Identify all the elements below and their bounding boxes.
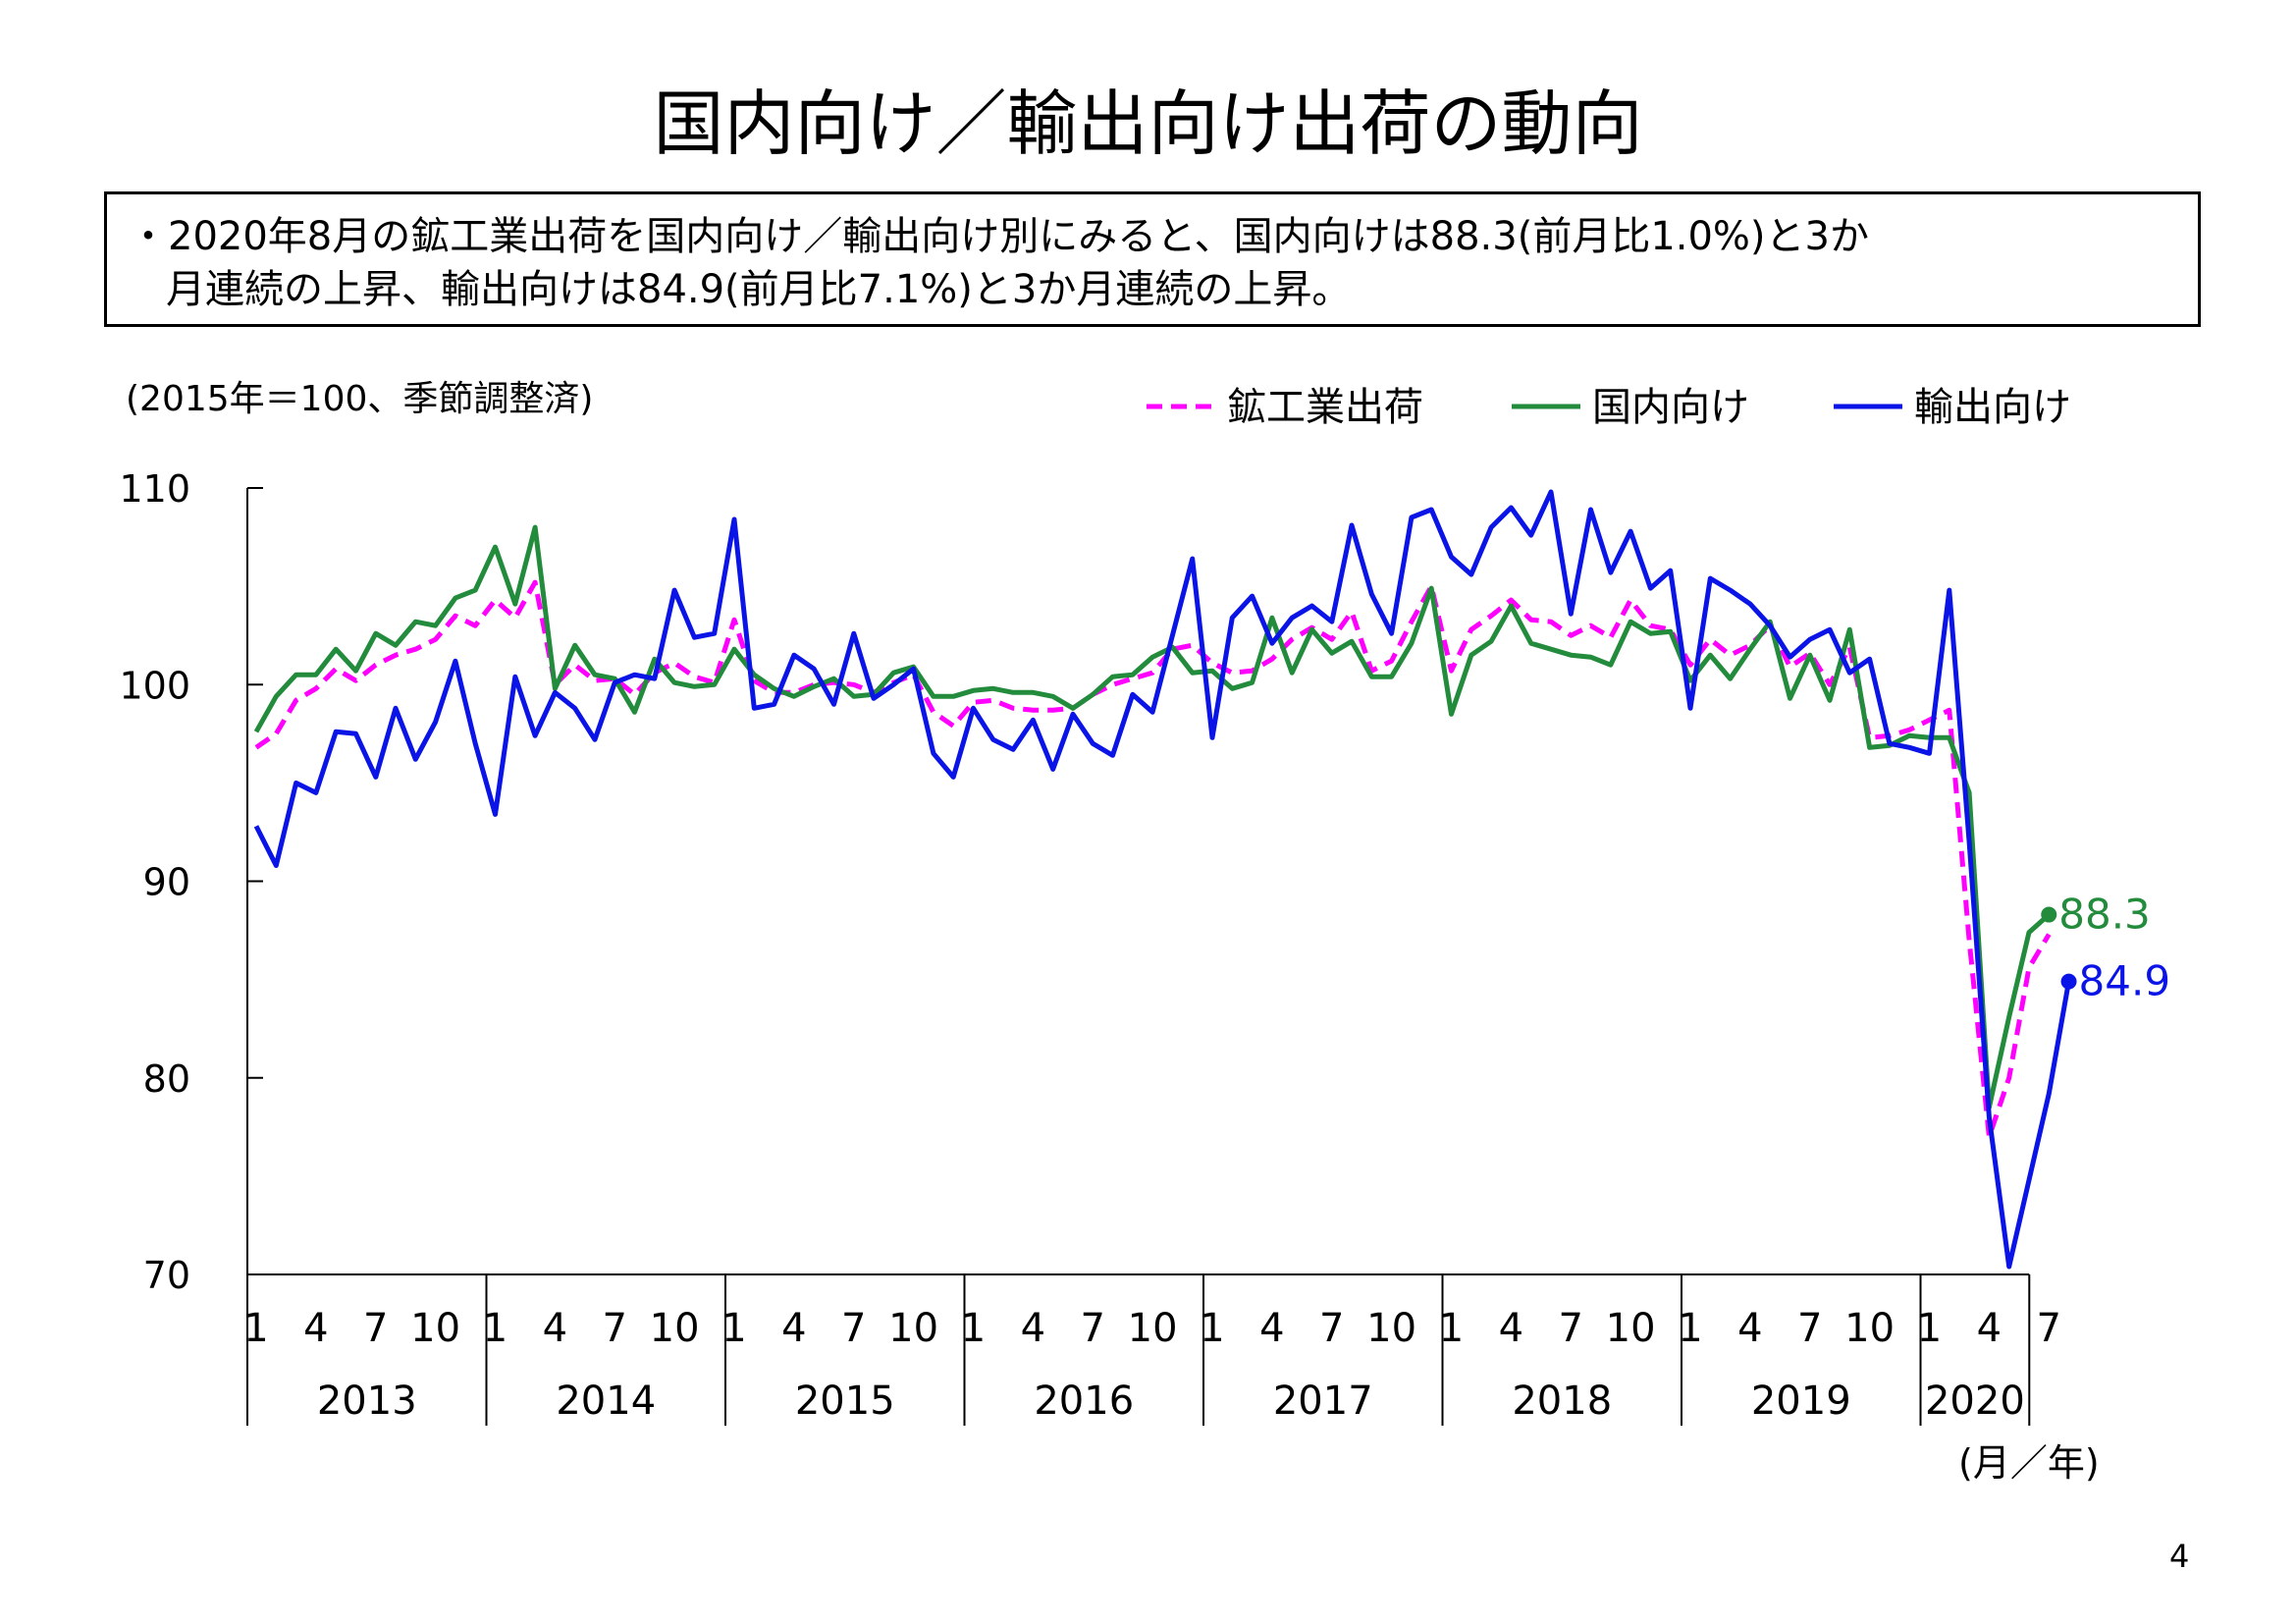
summary-line-2: 月連続の上昇、輸出向けは84.9(前月比7.1%)と3か月連続の上昇。 <box>166 267 1352 312</box>
page-number: 4 <box>2169 1538 2190 1575</box>
legend-label-2: 国内向け <box>1592 385 1749 430</box>
month-tick-label: 7 <box>1081 1306 1105 1351</box>
year-label: 2015 <box>795 1379 895 1424</box>
year-label: 2019 <box>1751 1379 1851 1424</box>
year-label: 2013 <box>317 1379 417 1424</box>
month-tick-label: 4 <box>1977 1306 2002 1351</box>
y-tick-label: 70 <box>143 1254 190 1297</box>
legend-label-1: 鉱工業出荷 <box>1227 385 1423 430</box>
month-tick-label: 1 <box>483 1306 507 1351</box>
end-marker-2 <box>2041 906 2057 923</box>
month-tick-label: 10 <box>1128 1306 1178 1351</box>
month-tick-label: 7 <box>841 1306 866 1351</box>
month-tick-label: 7 <box>363 1306 388 1351</box>
y-tick-label: 100 <box>119 664 190 707</box>
series-line-1 <box>254 579 2052 1140</box>
end-value-label-3: 84.9 <box>2079 957 2171 1005</box>
summary-box: ・2020年8月の鉱工業出荷を国内向け／輸出向け別にみると、国内向けは88.3(… <box>104 191 2201 327</box>
unit-note: (2015年＝100、季節調整済) <box>126 379 593 419</box>
month-tick-label: 7 <box>603 1306 627 1351</box>
month-tick-label: 1 <box>1200 1306 1224 1351</box>
end-value-label-2: 88.3 <box>2058 891 2151 939</box>
month-tick-label: 1 <box>243 1306 268 1351</box>
month-tick-label: 10 <box>1844 1306 1895 1351</box>
year-label: 2017 <box>1273 1379 1373 1424</box>
y-tick-label: 90 <box>143 861 190 904</box>
month-tick-label: 7 <box>1559 1306 1583 1351</box>
year-label: 2014 <box>556 1379 656 1424</box>
month-tick-label: 10 <box>1366 1306 1416 1351</box>
month-tick-label: 7 <box>1319 1306 1344 1351</box>
month-tick-label: 10 <box>410 1306 460 1351</box>
x-unit-label: (月／年) <box>1958 1441 2100 1485</box>
month-tick-label: 4 <box>303 1306 328 1351</box>
month-tick-label: 1 <box>961 1306 986 1351</box>
series-layer <box>253 489 2071 1270</box>
month-tick-label: 10 <box>1606 1306 1656 1351</box>
month-tick-label: 4 <box>1737 1306 1762 1351</box>
month-tick-label: 10 <box>650 1306 700 1351</box>
year-label: 2020 <box>1925 1379 2025 1424</box>
legend: 鉱工業出荷 国内向け 輸出向け <box>1147 385 2071 430</box>
legend-label-3: 輸出向け <box>1914 385 2071 430</box>
page-title: 国内向け／輸出向け出荷の動向 <box>653 82 1643 165</box>
month-tick-label: 4 <box>1499 1306 1523 1351</box>
series-line-3 <box>253 489 2071 1270</box>
month-tick-label: 4 <box>543 1306 567 1351</box>
end-labels: 88.3 84.9 <box>2041 891 2170 1005</box>
month-tick-label: 4 <box>1259 1306 1284 1351</box>
y-tick-label: 80 <box>143 1057 190 1101</box>
month-tick-label: 4 <box>1021 1306 1045 1351</box>
month-tick-label: 7 <box>1797 1306 1822 1351</box>
month-tick-label: 10 <box>888 1306 938 1351</box>
series-line-2 <box>253 524 2051 1110</box>
y-tick-label: 110 <box>119 467 190 511</box>
month-tick-label: 1 <box>1678 1306 1702 1351</box>
summary-line-1: ・2020年8月の鉱工業出荷を国内向け／輸出向け別にみると、国内向けは88.3(… <box>129 214 1869 259</box>
end-marker-3 <box>2060 973 2077 990</box>
month-tick-label: 1 <box>1439 1306 1464 1351</box>
month-tick-label: 1 <box>1917 1306 1942 1351</box>
month-tick-label: 4 <box>781 1306 806 1351</box>
month-tick-label: 1 <box>721 1306 746 1351</box>
year-label: 2016 <box>1034 1379 1134 1424</box>
month-tick-label: 7 <box>2037 1306 2061 1351</box>
year-label: 2018 <box>1512 1379 1612 1424</box>
